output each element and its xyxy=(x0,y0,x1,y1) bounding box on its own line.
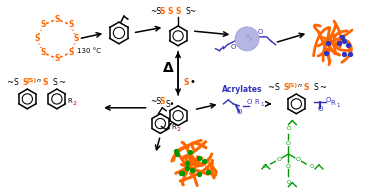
Text: (S): (S) xyxy=(287,83,298,88)
Text: S: S xyxy=(284,83,289,92)
Text: S: S xyxy=(184,78,189,87)
Text: O: O xyxy=(286,126,291,131)
Text: S: S xyxy=(40,48,46,57)
Text: Acrylates: Acrylates xyxy=(222,85,262,94)
Text: O: O xyxy=(236,109,242,115)
Text: S: S xyxy=(54,54,60,63)
Text: R: R xyxy=(244,34,250,39)
Text: S: S xyxy=(160,97,165,106)
Text: R: R xyxy=(254,99,259,105)
Text: O: O xyxy=(246,99,252,105)
Text: Δ: Δ xyxy=(163,61,173,75)
Circle shape xyxy=(235,27,259,51)
Text: ~: ~ xyxy=(58,78,65,87)
Text: (S): (S) xyxy=(26,78,36,83)
Text: 3: 3 xyxy=(248,37,252,42)
Text: S: S xyxy=(160,7,165,16)
Text: S: S xyxy=(68,20,74,29)
Text: R: R xyxy=(68,98,72,104)
Text: ~S: ~S xyxy=(150,7,162,16)
Text: S~: S~ xyxy=(186,7,197,16)
Text: O: O xyxy=(296,157,301,162)
Text: n: n xyxy=(37,78,41,83)
Text: S: S xyxy=(53,78,57,87)
Text: S: S xyxy=(314,83,318,92)
Text: S: S xyxy=(42,78,48,87)
Text: •: • xyxy=(190,77,196,87)
Text: O: O xyxy=(231,44,236,50)
Text: O: O xyxy=(286,163,291,169)
Text: S: S xyxy=(175,7,181,16)
Text: 2: 2 xyxy=(176,127,180,132)
Text: ~: ~ xyxy=(267,83,274,92)
Text: S: S xyxy=(23,78,28,87)
Text: ~: ~ xyxy=(6,78,13,87)
Text: O: O xyxy=(317,106,323,112)
Text: O: O xyxy=(276,157,281,162)
Text: O: O xyxy=(325,97,330,103)
Text: O: O xyxy=(286,141,291,146)
Text: O: O xyxy=(286,180,291,185)
Text: S: S xyxy=(40,20,46,29)
Text: R: R xyxy=(171,125,176,130)
Text: 1: 1 xyxy=(260,102,264,107)
Text: R: R xyxy=(330,100,335,106)
Text: S: S xyxy=(74,34,79,43)
Text: S: S xyxy=(274,83,279,92)
Text: S•: S• xyxy=(165,100,175,109)
Text: ~: ~ xyxy=(320,83,326,92)
Text: 1: 1 xyxy=(336,103,339,108)
Text: 130 °C: 130 °C xyxy=(77,48,101,54)
Text: O: O xyxy=(263,164,268,169)
Text: O: O xyxy=(309,164,314,169)
Text: S: S xyxy=(34,34,40,43)
Text: S: S xyxy=(54,15,60,24)
Text: S: S xyxy=(168,7,173,16)
Text: 2: 2 xyxy=(72,101,76,106)
Text: ~S: ~S xyxy=(150,97,162,106)
Text: S: S xyxy=(303,83,309,92)
Text: S: S xyxy=(68,48,74,57)
Text: O: O xyxy=(257,29,262,35)
Text: n: n xyxy=(298,83,302,88)
Text: S: S xyxy=(13,78,18,87)
